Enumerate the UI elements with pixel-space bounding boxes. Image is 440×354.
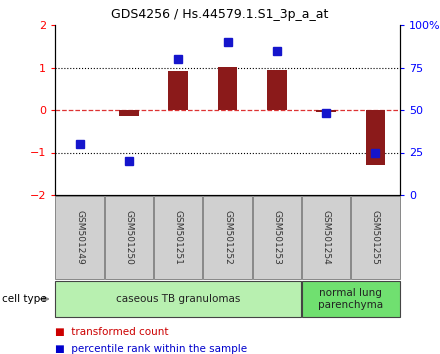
FancyBboxPatch shape — [302, 281, 400, 317]
Bar — [169, 71, 188, 110]
Text: ■  transformed count: ■ transformed count — [55, 326, 169, 337]
Text: GSM501255: GSM501255 — [371, 210, 380, 265]
Text: GSM501249: GSM501249 — [75, 210, 84, 265]
FancyBboxPatch shape — [55, 281, 301, 317]
Text: cell type: cell type — [2, 294, 47, 304]
Text: GSM501250: GSM501250 — [125, 210, 133, 265]
FancyBboxPatch shape — [55, 196, 104, 279]
Text: normal lung
parenchyma: normal lung parenchyma — [318, 288, 383, 310]
Text: GSM501251: GSM501251 — [174, 210, 183, 265]
FancyBboxPatch shape — [302, 196, 350, 279]
FancyBboxPatch shape — [203, 196, 252, 279]
FancyBboxPatch shape — [351, 196, 400, 279]
Bar — [316, 110, 336, 112]
Text: GSM501253: GSM501253 — [272, 210, 281, 265]
Text: ■  percentile rank within the sample: ■ percentile rank within the sample — [55, 344, 247, 354]
Bar — [366, 110, 385, 165]
Text: GDS4256 / Hs.44579.1.S1_3p_a_at: GDS4256 / Hs.44579.1.S1_3p_a_at — [111, 8, 329, 21]
FancyBboxPatch shape — [253, 196, 301, 279]
Bar — [119, 110, 139, 116]
Text: GSM501252: GSM501252 — [223, 210, 232, 265]
FancyBboxPatch shape — [154, 196, 202, 279]
Text: GSM501254: GSM501254 — [322, 210, 330, 265]
Bar — [267, 70, 286, 110]
Bar — [218, 67, 237, 110]
FancyBboxPatch shape — [105, 196, 153, 279]
Text: caseous TB granulomas: caseous TB granulomas — [116, 294, 240, 304]
